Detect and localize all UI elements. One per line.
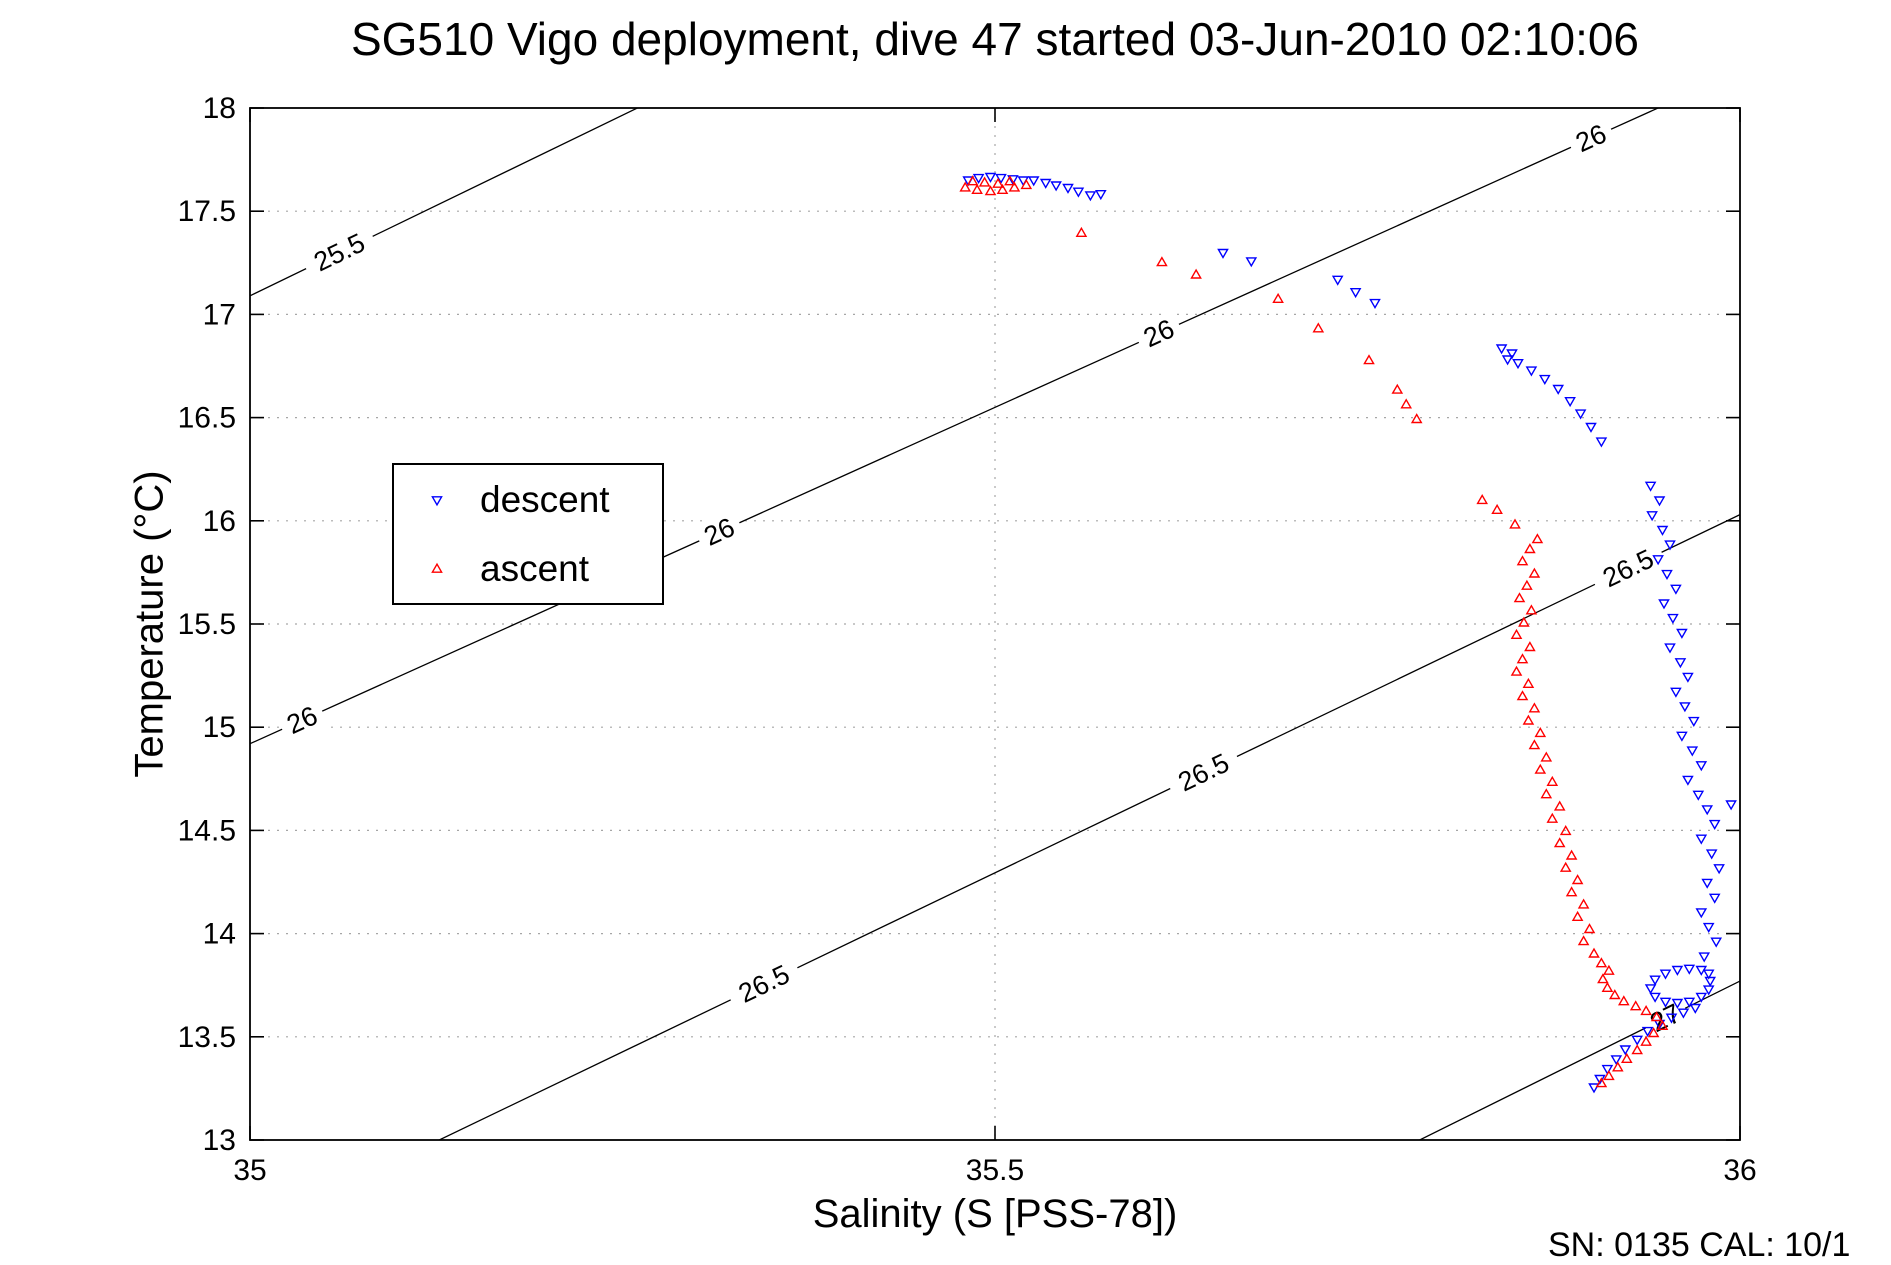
x-tick-labels: 35 35.5 36	[233, 1154, 1756, 1187]
svg-text:35: 35	[233, 1154, 266, 1187]
svg-text:13: 13	[203, 1124, 236, 1157]
scatter-descent	[962, 172, 1737, 1094]
svg-text:16.5: 16.5	[178, 402, 236, 435]
legend-label-ascent: ascent	[480, 547, 590, 589]
legend-item-descent: descent	[394, 465, 662, 534]
legend-item-ascent: ascent	[394, 534, 662, 603]
legend-label-descent: descent	[480, 478, 610, 520]
svg-text:14.5: 14.5	[178, 814, 236, 847]
svg-text:15: 15	[203, 711, 236, 744]
svg-text:17.5: 17.5	[178, 195, 236, 228]
y-axis-label: Temperature (°C)	[127, 470, 172, 778]
legend: descent ascent	[392, 463, 664, 605]
chart-title: SG510 Vigo deployment, dive 47 started 0…	[350, 13, 1640, 65]
grid-lines	[250, 108, 1740, 1140]
axes-box	[249, 107, 1741, 1141]
x-axis-label: Salinity (S [PSS-78])	[812, 1192, 1178, 1236]
svg-text:18: 18	[203, 92, 236, 125]
svg-text:14: 14	[203, 918, 236, 951]
svg-text:17: 17	[203, 298, 236, 331]
scatter-ascent	[959, 175, 1669, 1088]
serial-cal-note: SN: 0135 CAL: 10/1	[1548, 1226, 1851, 1264]
svg-text:35.5: 35.5	[966, 1154, 1024, 1187]
tick-marks	[249, 107, 1741, 1141]
svg-text:16: 16	[203, 505, 236, 538]
triangle-down-icon	[394, 489, 480, 511]
svg-text:15.5: 15.5	[178, 608, 236, 641]
triangle-up-icon	[394, 558, 480, 580]
svg-text:13.5: 13.5	[178, 1021, 236, 1054]
svg-text:36: 36	[1723, 1154, 1756, 1187]
y-tick-labels: 13 13.5 14 14.5 15 15.5 16 16.5 17 17.5 18	[178, 92, 236, 1157]
